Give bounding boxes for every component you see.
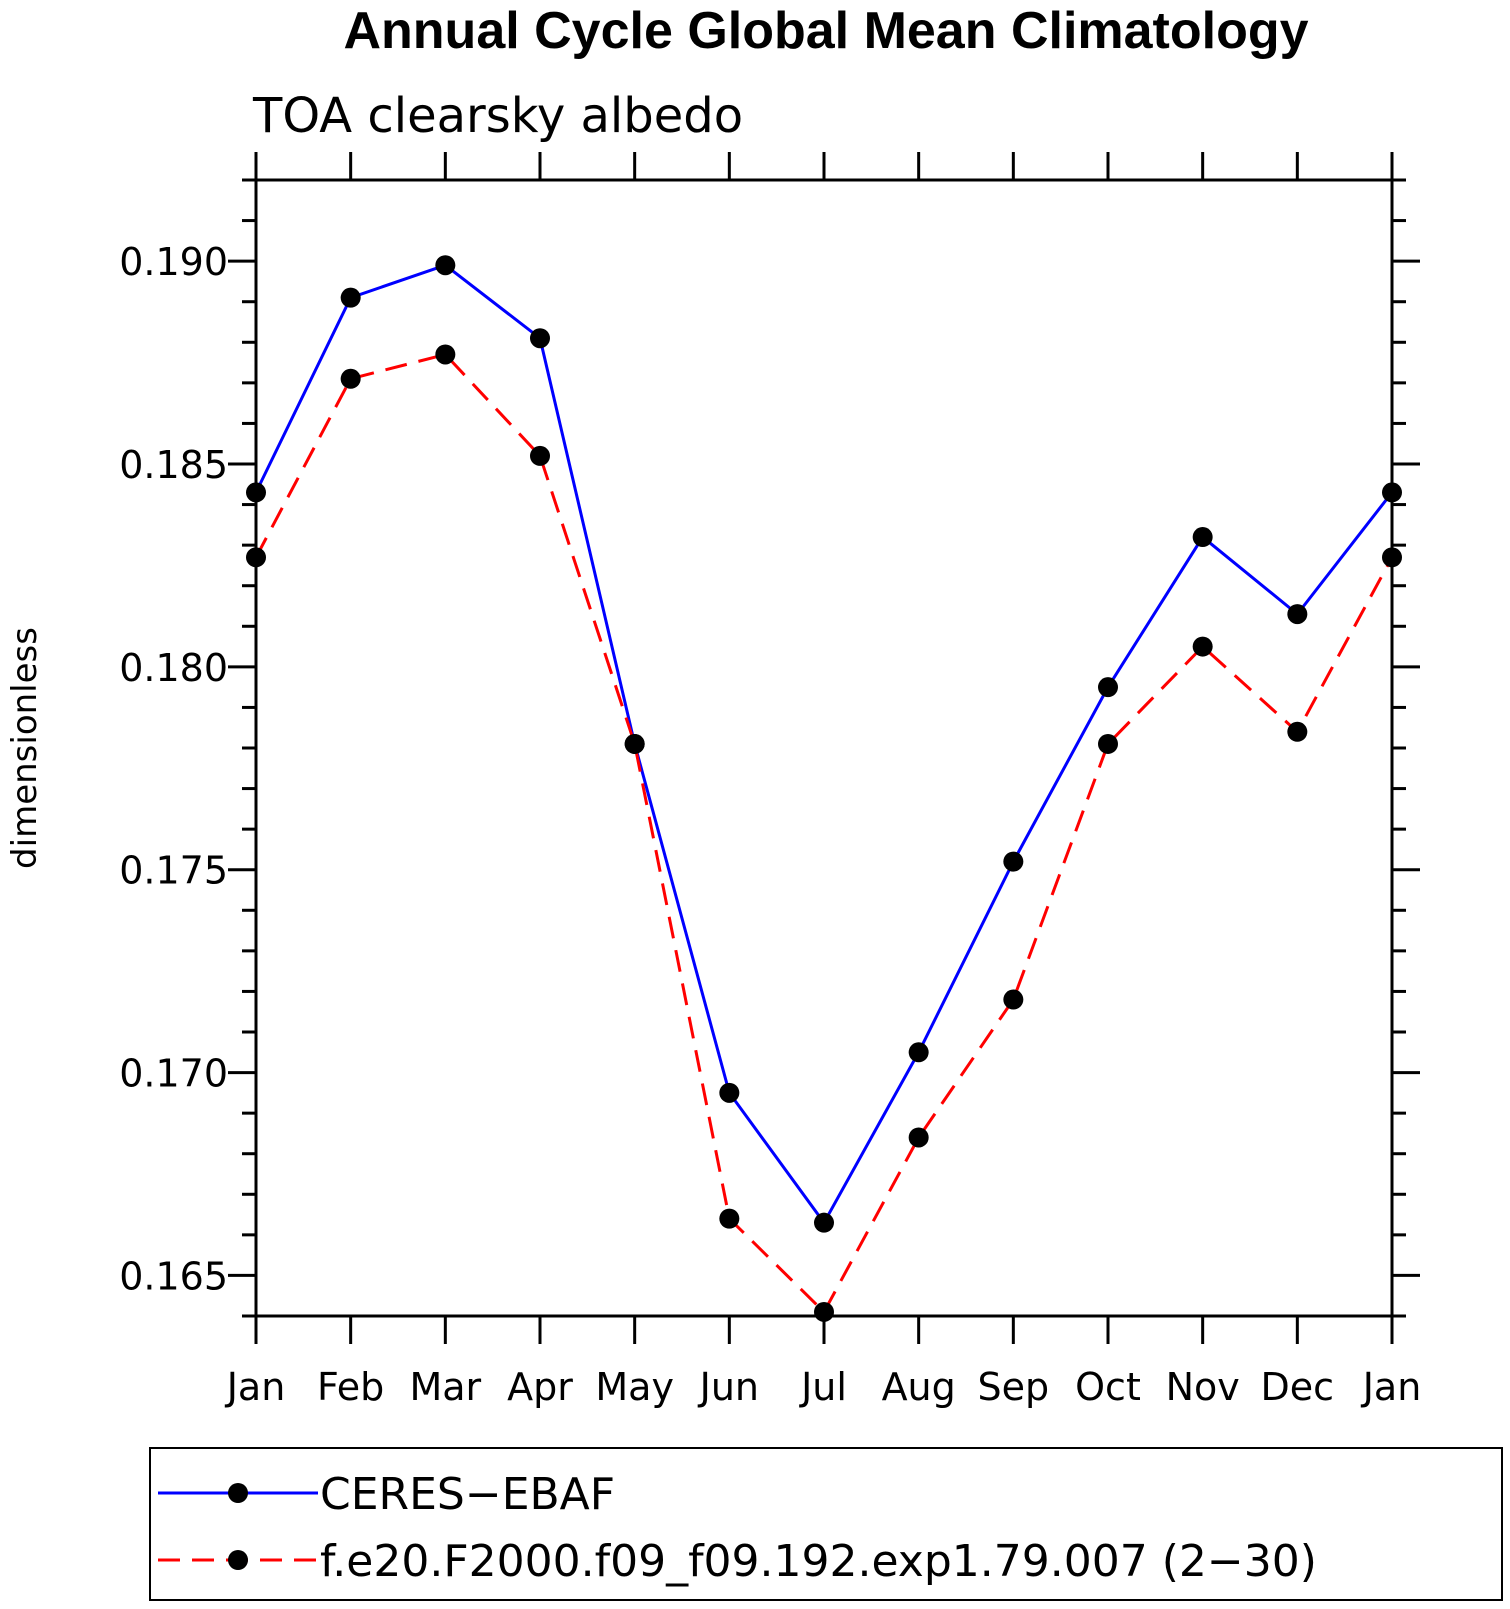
series-2-point [1098, 733, 1118, 754]
x-tick-label: Jan [1361, 1365, 1422, 1409]
y-tick-labels: 0.165 0.170 0.175 0.180 0.185 0.190 [119, 240, 228, 1298]
series-2-point [1382, 547, 1402, 568]
series-1-point [1287, 604, 1308, 625]
series-1-point [719, 1082, 740, 1103]
series-line-2 [254, 352, 1394, 1315]
x-tick-label: Dec [1261, 1365, 1335, 1409]
series-2-point [1003, 989, 1024, 1010]
series-1-point [1192, 527, 1213, 548]
series-2-point [530, 445, 550, 466]
x-tick-label: Aug [882, 1365, 956, 1409]
series-1-point [340, 287, 361, 308]
series-1-point [530, 328, 550, 349]
chart-title: Annual Cycle Global Mean Climatology [343, 2, 1308, 60]
series-1-point [814, 1212, 834, 1233]
x-tick-label: Feb [317, 1365, 384, 1409]
series-2-point [1287, 721, 1308, 742]
x-tick-label: Sep [978, 1365, 1050, 1409]
y-tick-label: 0.185 [119, 443, 228, 487]
series-2-point [814, 1301, 834, 1322]
y-tick-label: 0.190 [119, 240, 228, 284]
series-layer [246, 255, 1402, 1322]
x-tick-label: Jul [799, 1365, 847, 1409]
legend-label-1: CERES−EBAF [320, 1469, 615, 1520]
axis-ticks [228, 152, 1420, 1344]
x-tick-label: Mar [409, 1365, 481, 1409]
series-2-point [340, 368, 361, 389]
series-1-point [1382, 482, 1402, 503]
y-tick-label: 0.175 [119, 849, 228, 893]
series-1-point [1003, 851, 1024, 872]
x-tick-label: Jan [225, 1365, 286, 1409]
chart-subtitle: TOA clearsky albedo [252, 88, 743, 144]
y-tick-label: 0.165 [119, 1254, 228, 1298]
legend: CERES−EBAF f.e20.F2000.f09_f09.192.exp1.7… [149, 1447, 1503, 1601]
legend-marker-1 [228, 1483, 248, 1503]
x-tick-label: Nov [1166, 1365, 1240, 1409]
series-1-point [1098, 677, 1118, 698]
y-tick-label: 0.180 [119, 646, 228, 690]
legend-box [149, 1447, 1503, 1601]
plot-frame [254, 178, 1394, 1318]
series-2-point [435, 344, 456, 365]
series-2-point [719, 1208, 740, 1229]
series-2-point [908, 1127, 929, 1148]
y-tick-label: 0.170 [119, 1052, 228, 1096]
series-line-1 [254, 263, 1394, 1226]
series-2-point [624, 733, 645, 754]
x-tick-label: Oct [1075, 1365, 1141, 1409]
legend-label-2: f.e20.F2000.f09_f09.192.exp1.79.007 (2−3… [320, 1536, 1317, 1587]
series-1-point [908, 1042, 929, 1063]
series-2-point [1192, 636, 1213, 657]
x-tick-label: May [595, 1365, 674, 1409]
legend-marker-2 [228, 1550, 248, 1570]
x-tick-label: Jun [698, 1365, 759, 1409]
x-tick-labels: Jan Feb Mar Apr May Jun Jul Aug Sep Oct Nov Dec Jan [225, 1365, 1422, 1409]
plot-border [254, 178, 1394, 1318]
series-2-point [246, 547, 266, 568]
series-1-point [246, 482, 266, 503]
x-tick-label: Apr [507, 1365, 573, 1409]
y-axis-label: dimensionless [5, 627, 45, 869]
series-1-point [435, 255, 456, 276]
